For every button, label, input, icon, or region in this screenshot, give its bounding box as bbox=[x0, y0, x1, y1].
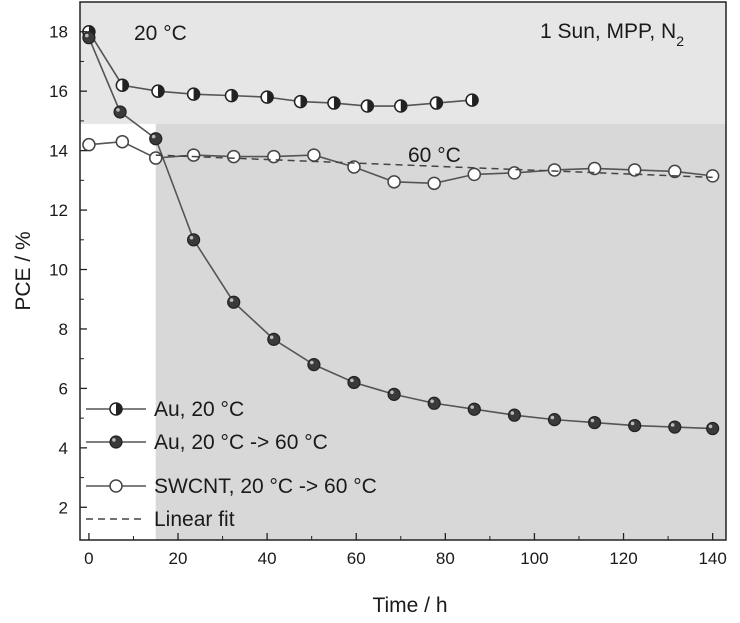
legend-entry-1: Au, 20 °C -> 60 °C bbox=[86, 431, 328, 454]
data-point bbox=[327, 96, 341, 110]
y-tick-label: 2 bbox=[59, 498, 68, 517]
x-tick-label: 120 bbox=[609, 549, 637, 568]
x-tick-label: 140 bbox=[698, 549, 726, 568]
data-point bbox=[347, 375, 361, 390]
data-point bbox=[706, 421, 720, 436]
legend-entry-2: SWCNT, 20 °C -> 60 °C bbox=[86, 475, 377, 498]
data-point bbox=[628, 418, 642, 433]
data-point bbox=[587, 415, 602, 430]
data-point bbox=[109, 402, 123, 416]
data-point bbox=[360, 99, 375, 113]
series-line bbox=[155, 154, 713, 179]
data-point bbox=[507, 408, 521, 422]
annotation-temp-low: 20 °C bbox=[134, 22, 187, 45]
data-point bbox=[82, 137, 96, 152]
data-point bbox=[465, 93, 479, 107]
data-point bbox=[109, 479, 123, 493]
data-point bbox=[587, 161, 602, 176]
conditions-subscript: 2 bbox=[676, 33, 684, 49]
data-point bbox=[187, 233, 201, 247]
data-point bbox=[668, 164, 682, 179]
y-tick-label: 8 bbox=[59, 320, 68, 339]
legend-entry-0: Au, 20 °C bbox=[86, 398, 244, 421]
data-point bbox=[224, 88, 239, 103]
annotation-temp-high: 60 °C bbox=[408, 144, 461, 167]
data-point bbox=[115, 78, 130, 92]
x-tick-label: 60 bbox=[347, 549, 366, 568]
data-point bbox=[387, 387, 401, 401]
data-point bbox=[149, 132, 163, 146]
x-tick-label: 100 bbox=[520, 549, 548, 568]
series-3 bbox=[155, 154, 713, 179]
data-point bbox=[186, 148, 201, 162]
x-tick-label: 40 bbox=[258, 549, 277, 568]
data-point bbox=[307, 148, 321, 162]
conditions-text: 1 Sun, MPP, N bbox=[540, 20, 676, 43]
data-point bbox=[293, 94, 308, 109]
data-point bbox=[226, 149, 241, 164]
data-point bbox=[109, 435, 123, 449]
y-tick-label: 10 bbox=[49, 261, 68, 280]
legend-label: Au, 20 °C bbox=[154, 398, 244, 421]
data-point bbox=[547, 163, 562, 177]
y-tick-label: 4 bbox=[59, 439, 68, 458]
x-tick-label: 80 bbox=[436, 549, 455, 568]
plot-frame bbox=[79, 1, 727, 541]
data-point bbox=[227, 295, 241, 309]
legend-entry-3: Linear fit bbox=[86, 508, 235, 531]
data-point bbox=[427, 176, 441, 191]
data-point bbox=[627, 163, 642, 177]
y-axis-title: PCE / % bbox=[12, 231, 35, 310]
data-point bbox=[307, 358, 321, 372]
data-point bbox=[148, 151, 163, 165]
y-tick-label: 14 bbox=[49, 142, 68, 161]
x-axis-title: Time / h bbox=[372, 594, 447, 617]
legend-label: SWCNT, 20 °C -> 60 °C bbox=[154, 475, 377, 498]
data-point bbox=[429, 96, 444, 110]
data-point bbox=[151, 84, 165, 98]
data-point bbox=[467, 167, 482, 182]
data-point bbox=[387, 175, 401, 189]
data-point bbox=[186, 87, 201, 101]
data-point bbox=[113, 105, 127, 119]
data-point bbox=[82, 31, 96, 45]
data-point bbox=[267, 149, 281, 164]
data-point bbox=[467, 402, 481, 416]
series-0 bbox=[82, 24, 479, 113]
shaded-region-dark bbox=[155, 123, 727, 540]
data-point bbox=[115, 134, 130, 149]
x-tick-label: 0 bbox=[84, 549, 93, 568]
data-point bbox=[427, 396, 441, 410]
data-point bbox=[705, 169, 720, 183]
series-1 bbox=[82, 31, 720, 436]
y-tick-label: 18 bbox=[49, 23, 68, 42]
legend-label: Linear fit bbox=[154, 508, 235, 531]
data-point bbox=[547, 413, 562, 427]
annotation-conditions: 1 Sun, MPP, N2 bbox=[540, 20, 684, 49]
x-tick-label: 20 bbox=[169, 549, 188, 568]
data-point bbox=[267, 332, 281, 346]
y-tick-label: 6 bbox=[59, 379, 68, 398]
legend-label: Au, 20 °C -> 60 °C bbox=[154, 431, 328, 454]
y-tick-label: 12 bbox=[49, 201, 68, 220]
legend: Au, 20 °C Au, 20 °C -> 60 °C SWCNT, 20 °C … bbox=[86, 398, 377, 531]
data-point bbox=[260, 90, 274, 104]
data-point bbox=[394, 99, 408, 113]
data-point bbox=[347, 160, 361, 174]
data-point bbox=[668, 420, 682, 434]
y-tick-label: 16 bbox=[49, 82, 68, 101]
